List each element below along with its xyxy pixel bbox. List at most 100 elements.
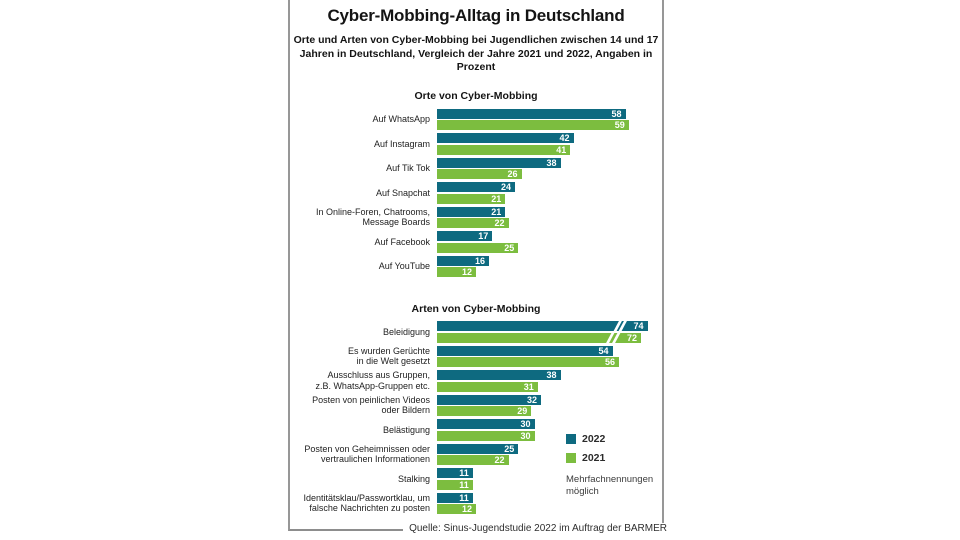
chart-section-2: Arten von Cyber-Mobbing Beleidigung 74 72 Es… <box>290 303 662 514</box>
bar-pair: 24 21 <box>437 182 662 204</box>
bar-value: 54 <box>598 345 609 356</box>
bar-value: 11 <box>459 467 469 478</box>
category-label: Auf Snapchat <box>290 188 437 199</box>
chart-row: Identitätsklau/Passwortklau, um falsche N… <box>290 492 662 514</box>
category-label-line: Posten von peinlichen Videos <box>312 394 430 405</box>
section-title: Arten von Cyber-Mobbing <box>411 303 541 315</box>
bar-value: 11 <box>459 492 469 503</box>
chart-section-1: Orte von Cyber-Mobbing Auf WhatsApp 58 59 Au… <box>290 90 662 277</box>
bar-value: 58 <box>611 108 622 119</box>
bar-2021: 21 <box>437 193 506 204</box>
legend-note-line: möglich <box>566 486 599 497</box>
bar-value: 59 <box>614 119 625 130</box>
bar-value: 12 <box>461 266 472 277</box>
chart-row: Belästigung 30 30 <box>290 419 662 441</box>
category-label: Beleidigung <box>290 327 437 338</box>
bar-2021: 56 <box>437 357 619 367</box>
category-label: Stalking <box>290 474 437 485</box>
bar-2021: 31 <box>437 381 538 392</box>
bar-2021: 22 <box>437 218 509 228</box>
bar-pair: 58 59 <box>437 108 662 130</box>
category-label: Es wurden Gerüchte in die Welt gesetzt <box>290 346 437 367</box>
bar-value: 21 <box>491 193 502 204</box>
bar-2021: 30 <box>437 430 535 441</box>
chart-sections: Orte von Cyber-Mobbing Auf WhatsApp 58 59 Au… <box>290 90 662 514</box>
legend: 2022 2021 <box>566 433 605 471</box>
chart-row: Posten von Geheimnissen oder vertrauliche… <box>290 443 662 465</box>
chart-row: Es wurden Gerüchte in die Welt gesetzt 54 5… <box>290 345 662 367</box>
category-label-line: vertraulichen Informationen <box>320 454 430 465</box>
chart-frame: Cyber-Mobbing-Alltag in Deutschland Orte… <box>288 0 667 534</box>
chart-row: Beleidigung 74 72 <box>290 319 662 344</box>
bar-2021: 26 <box>437 169 522 179</box>
bar-value: 72 <box>626 332 637 343</box>
bar-2021: 25 <box>437 242 519 253</box>
chart-row: Auf Snapchat 24 21 <box>290 182 662 204</box>
category-label-line: Auf Instagram <box>373 138 430 149</box>
bar-pair: 54 56 <box>437 345 662 367</box>
category-label: Belästigung <box>290 425 437 436</box>
category-label: Ausschluss aus Gruppen, z.B. WhatsApp-Gru… <box>290 370 437 391</box>
bar-2021: 12 <box>437 267 476 277</box>
bar-pair: 25 22 <box>437 443 662 465</box>
bar-value: 38 <box>546 157 557 168</box>
bar-pair: 42 41 <box>437 133 662 155</box>
category-label: Auf Instagram <box>290 139 437 150</box>
bar-value: 12 <box>461 503 472 514</box>
bar-2021: 12 <box>437 504 476 514</box>
category-label-line: Posten von Geheimnissen oder <box>304 443 430 454</box>
bar-pair: 30 30 <box>437 419 662 441</box>
bar-2022: 11 <box>437 492 473 503</box>
legend-label: 2022 <box>582 433 606 445</box>
bar-2022: 17 <box>437 230 493 241</box>
bar-2022: 54 <box>437 345 613 356</box>
bar-pair: 32 29 <box>437 394 662 416</box>
bar-value: 17 <box>478 230 489 241</box>
legend-item-2022: 2022 <box>566 433 605 445</box>
chart-row: Auf YouTube 16 12 <box>290 255 662 277</box>
bar-value: 26 <box>507 168 518 179</box>
bar-2022: 42 <box>437 133 574 143</box>
bar-pair: 11 12 <box>437 492 662 514</box>
chart-row: In Online-Foren, Chatrooms, Message Board… <box>290 206 662 228</box>
category-label: Auf WhatsApp <box>290 114 437 125</box>
bar-pair: 21 22 <box>437 206 662 228</box>
page-title: Cyber-Mobbing-Alltag in Deutschland <box>327 6 625 25</box>
chart-row: Auf Tik Tok 38 26 <box>290 157 662 179</box>
chart-row: Auf WhatsApp 58 59 <box>290 108 662 130</box>
category-label-line: Stalking <box>397 473 430 484</box>
category-label: Posten von Geheimnissen oder vertrauliche… <box>290 444 437 465</box>
bar-2021: 11 <box>437 479 473 490</box>
bar-2021: 41 <box>437 144 571 155</box>
bar-2022: 11 <box>437 468 473 478</box>
bar-value: 30 <box>520 430 531 441</box>
bar-2021: 22 <box>437 455 509 465</box>
bar-value: 25 <box>504 242 515 253</box>
bar-2022: 58 <box>437 108 626 119</box>
chart-row: Auf Instagram 42 41 <box>290 133 662 155</box>
chart-row: Stalking 11 11 <box>290 468 662 490</box>
category-label-line: Beleidigung <box>382 326 430 337</box>
bar-value: 74 <box>633 320 644 331</box>
legend-note: Mehrfachnennungen möglich <box>566 474 653 498</box>
bar-pair: 74 72 <box>437 319 662 344</box>
legend-note-line: Mehrfachnennungen <box>566 474 654 485</box>
bar-value: 21 <box>491 206 502 217</box>
category-label-line: Es wurden Gerüchte <box>347 345 430 356</box>
category-label: Auf YouTube <box>290 261 437 272</box>
bar-value: 11 <box>459 479 469 490</box>
bar-pair: 38 26 <box>437 157 662 179</box>
bar-pair: 17 25 <box>437 231 662 253</box>
category-label-line: oder Bildern <box>381 405 430 416</box>
bar-value: 38 <box>546 369 557 380</box>
category-label-line: falsche Nachrichten zu posten <box>309 503 430 514</box>
bar-2022: 21 <box>437 206 506 217</box>
bar-2022: 38 <box>437 157 561 168</box>
bar-value: 30 <box>520 418 531 429</box>
category-label: Identitätsklau/Passwortklau, um falsche N… <box>290 493 437 514</box>
bar-2022: 25 <box>437 443 519 454</box>
bar-2022: 74 <box>437 319 648 333</box>
category-label-line: Auf Snapchat <box>375 187 430 198</box>
bar-2022: 30 <box>437 419 535 429</box>
bar-value: 22 <box>494 454 505 465</box>
